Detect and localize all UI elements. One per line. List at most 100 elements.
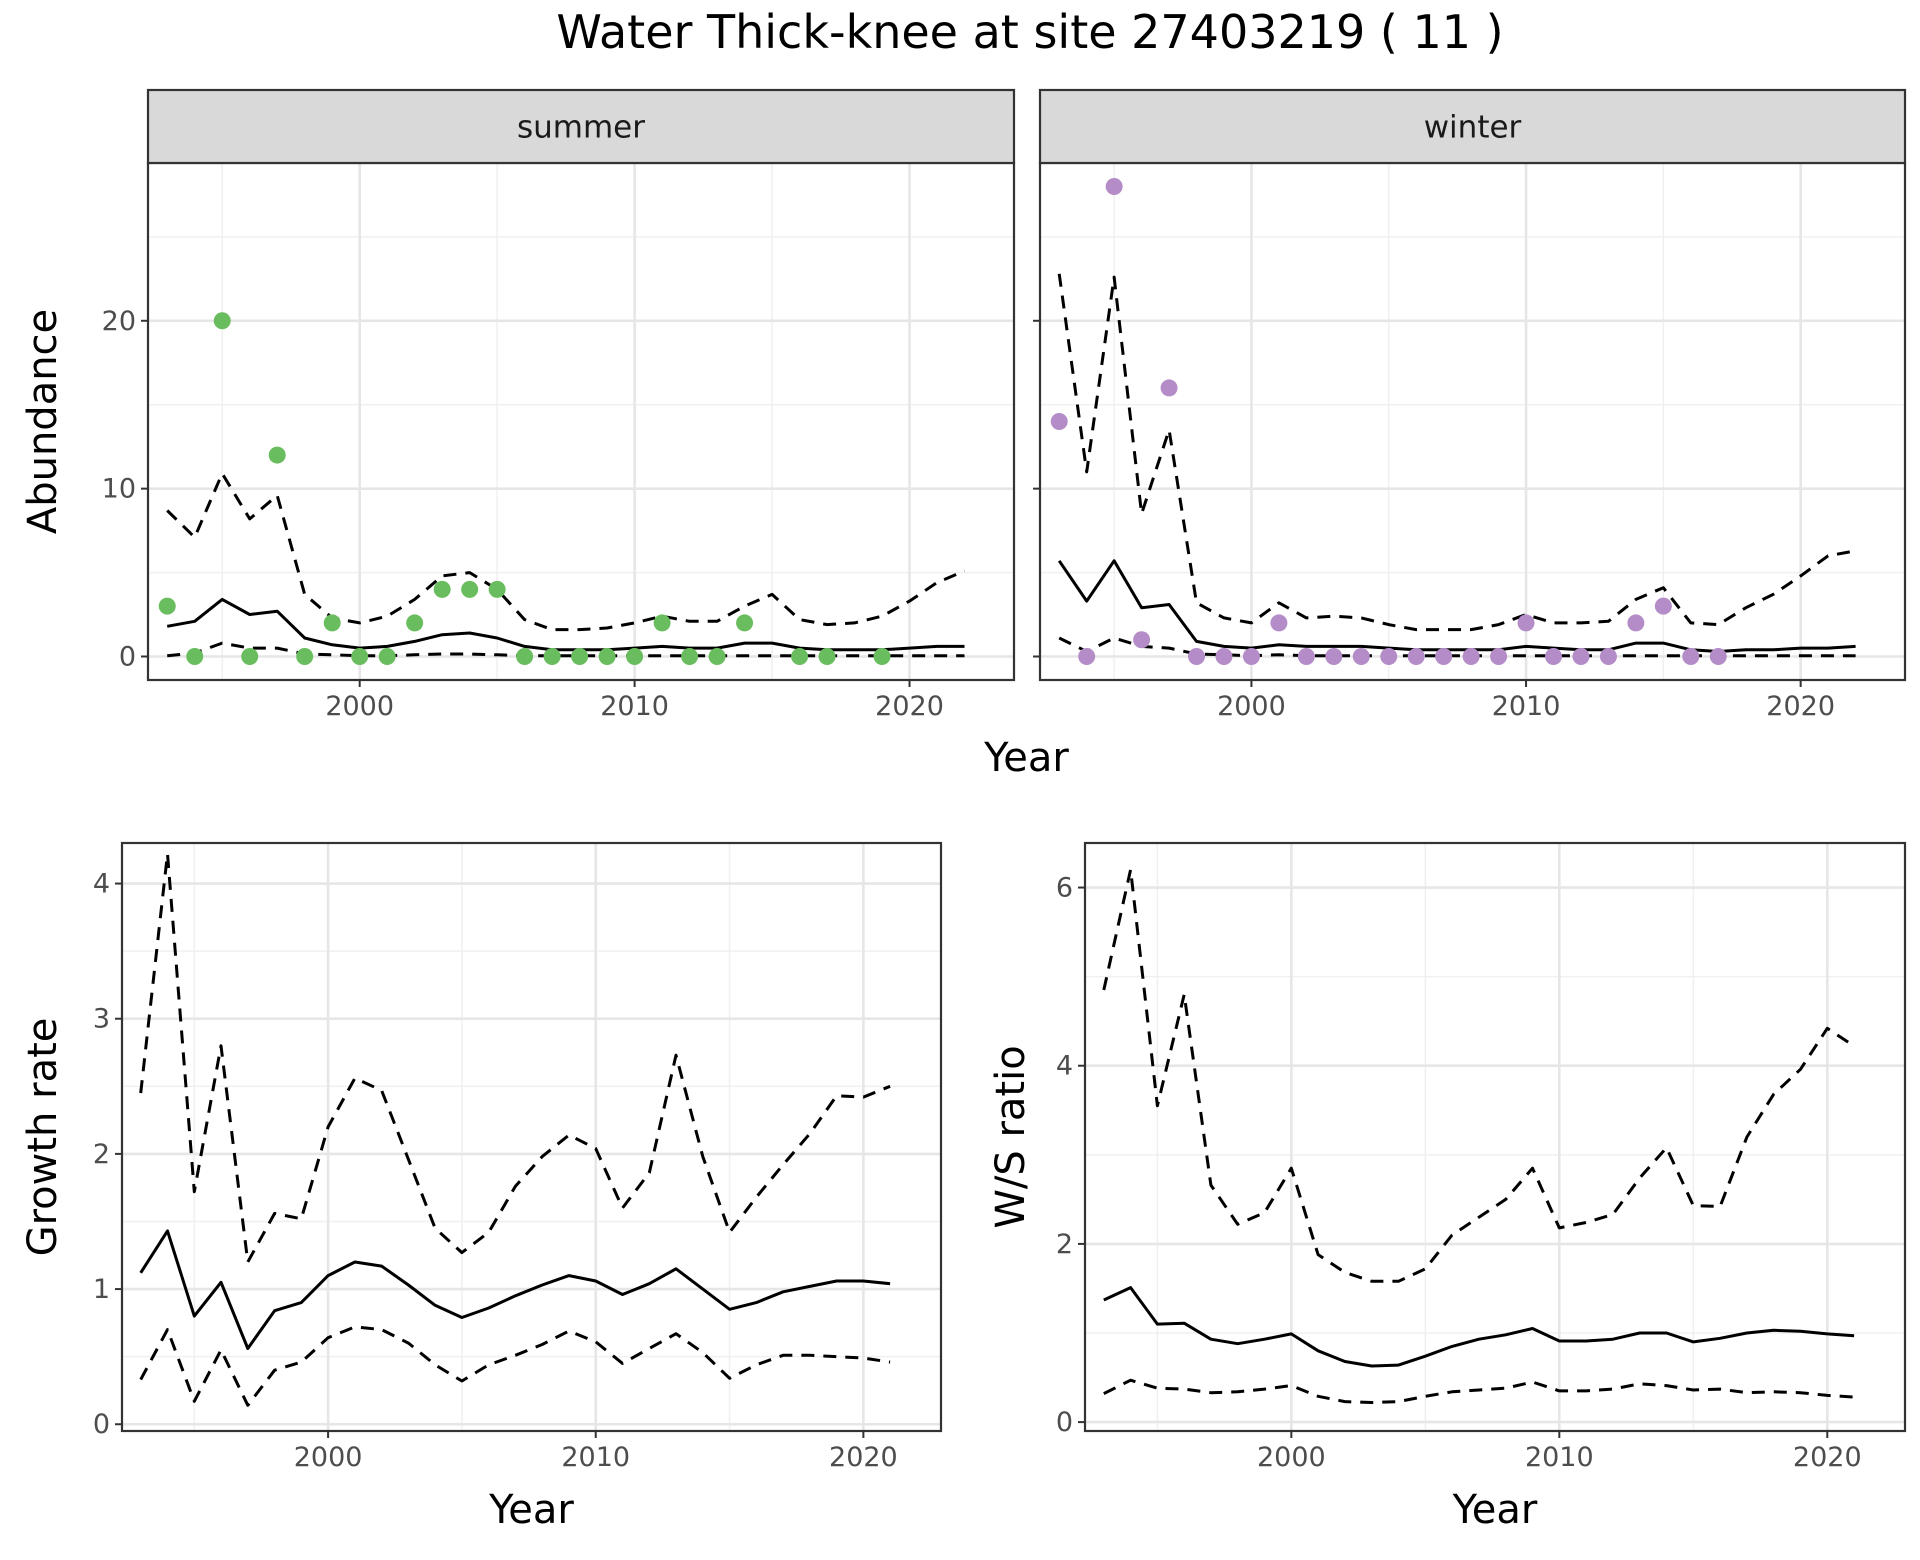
abundance-summer-x-tick-label: 2000 [325,691,394,722]
growth-rate-y-tick-label: 1 [93,1274,110,1305]
ws-ratio-chart: 2000 2010 2020 0 2 4 6 W/S ratio Year [988,841,1907,1533]
abundance-winter-data-point [1380,648,1398,665]
growth-rate-y-tick-label: 2 [93,1139,110,1170]
abundance-summer-strip [146,88,1016,165]
growth-rate-y-tick-label: 0 [93,1409,110,1440]
abundance-winter-data-point [1133,631,1151,649]
abundance-summer-data-point [461,580,479,598]
growth-rate-x-axis-title: Year [488,1487,574,1533]
abundance-winter-x-tick-label: 2020 [1766,691,1835,722]
abundance-winter-data-point [1407,648,1425,665]
ws-ratio-x-tick-label: 2020 [1793,1442,1862,1473]
abundance-summer-data-point [323,614,341,632]
ws-ratio-x-tick-label: 2000 [1257,1442,1326,1473]
abundance-summer-data-point [653,614,671,632]
abundance-summer-data-point [241,648,259,665]
abundance-winter-data-point [1572,648,1590,665]
abundance-winter-data-point [1709,648,1727,665]
abundance-winter-data-point [1599,648,1617,665]
abundance-winter-data-point [1215,648,1233,665]
abundance-summer-data-point [818,648,836,665]
abundance-summer-data-point [791,648,809,665]
abundance-summer-y-tick-label: 10 [102,474,136,505]
abundance-winter-data-point [1242,648,1260,665]
growth-rate-upper-bound-line [139,852,891,1264]
growth-rate-x-tick-label: 2000 [294,1442,363,1473]
ws-ratio-trend-line [1103,1286,1855,1368]
ws-ratio-x-tick-label: 2010 [1525,1442,1594,1473]
abundance-summer-data-point [296,648,314,665]
abundance-summer-data-point [186,648,204,665]
growth-rate-y-tick-label: 3 [93,1004,110,1035]
abundance-winter-plot-background [1040,163,1905,680]
abundance-summer-upper-bound-line [166,472,966,632]
abundance-winter-data-point [1105,178,1123,195]
abundance-winter-x-tick-label: 2000 [1217,691,1286,722]
ws-ratio-y-tick-label: 0 [1056,1407,1073,1438]
abundance-winter-data-point [1545,648,1563,665]
growth-rate-x-tick-label: 2010 [561,1442,630,1473]
abundance-winter-data-point [1297,648,1315,665]
abundance-summer-data-point [158,597,176,615]
abundance-summer-data-point [378,648,396,665]
abundance-winter-data-point [1462,648,1480,665]
abundance-summer-data-point [571,648,589,665]
abundance-winter-data-point [1517,614,1535,632]
growth-rate-chart: 2000 2010 2020 0 1 2 3 4 Growth rate Year [20,841,943,1533]
ws-ratio-upper-bound-line [1102,868,1855,1283]
abundance-winter-data-point [1160,379,1178,397]
abundance-winter-strip-label: winter [1424,110,1522,146]
abundance-winter-data-point [1050,413,1068,430]
abundance-summer-data-point [681,648,699,665]
growth-rate-trend-line [139,1229,891,1350]
abundance-summer-data-point [516,648,534,665]
abundance-summer-data-point [626,648,644,665]
abundance-summer-plot-background [148,163,1014,680]
abundance-summer-x-tick-label: 2010 [600,691,669,722]
abundance-summer-data-point [433,580,451,598]
abundance-summer-y-tick-label: 0 [119,642,136,673]
abundance-summer-data-point [488,580,506,598]
abundance-summer-data-point [351,648,369,665]
abundance-summer-data-point [708,648,726,665]
abundance-winter-data-point [1325,648,1343,665]
abundance-winter-data-point [1654,597,1672,615]
ws-ratio-lower-bound-line [1103,1378,1855,1404]
abundance-summer-data-point [736,614,754,632]
ws-ratio-y-tick-label: 2 [1056,1229,1073,1260]
abundance-x-axis-title: Year [983,735,1069,781]
abundance-y-axis-title: Abundance [20,309,66,534]
abundance-winter-data-point [1627,614,1645,632]
abundance-summer-x-tick-label: 2020 [875,691,944,722]
abundance-winter-x-tick-label: 2010 [1492,691,1561,722]
abundance-summer-data-point [598,648,616,665]
abundance-summer-data-point [213,312,231,330]
figure-title: Water Thick-knee at site 27403219 ( 11 ) [556,5,1503,59]
abundance-chart: 2000 2010 2020 0 10 20 summer 2000 2010 2020 winte… [20,88,1907,781]
growth-rate-panel-border [120,841,943,1433]
growth-rate-y-axis-title: Growth rate [20,1018,66,1257]
ws-ratio-y-axis-title: W/S ratio [988,1045,1034,1228]
abundance-winter-data-point [1490,648,1508,665]
abundance-winter-strip [1038,88,1907,165]
ws-ratio-panel-border [1083,841,1907,1433]
ws-ratio-plot-background [1085,843,1905,1431]
abundance-summer-data-point [406,614,424,632]
abundance-summer-y-tick-label: 20 [102,306,136,337]
abundance-winter-data-point [1188,648,1206,665]
abundance-winter-upper-bound-line [1057,273,1856,632]
abundance-winter-data-point [1078,648,1096,665]
ws-ratio-x-axis-title: Year [1452,1487,1538,1533]
growth-rate-x-tick-label: 2020 [829,1442,898,1473]
abundance-summer-data-point [873,648,891,665]
abundance-winter-data-point [1682,648,1700,665]
growth-rate-y-tick-label: 4 [93,869,110,900]
abundance-winter-data-point [1270,614,1288,632]
abundance-winter-data-point [1435,648,1453,665]
abundance-winter-data-point [1352,648,1370,665]
abundance-winter-panel: 2000 2010 2020 winter [1033,88,1907,722]
abundance-summer-panel: 2000 2010 2020 0 10 20 summer [102,88,1016,722]
ws-ratio-y-tick-label: 4 [1056,1051,1073,1082]
